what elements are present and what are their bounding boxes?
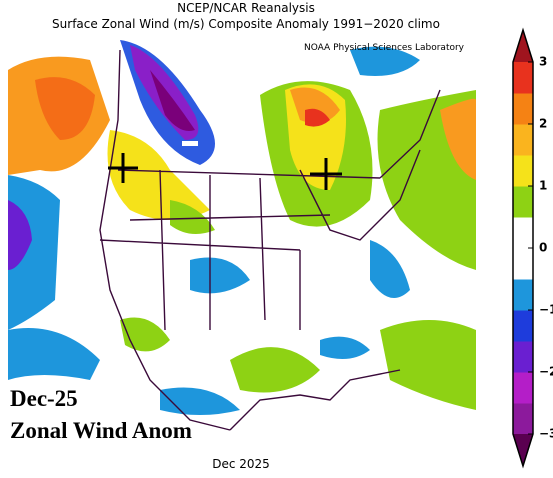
colorbar-tick-label: −2	[539, 365, 553, 379]
colorbar-band	[513, 310, 533, 342]
blob	[350, 46, 420, 76]
colorbar-under	[513, 434, 533, 466]
blob	[305, 108, 330, 127]
colorbar-over	[513, 30, 533, 62]
colorbar-band	[513, 155, 533, 187]
colorbar-tick-label: 2	[539, 117, 547, 131]
plus-marker	[310, 158, 342, 190]
blob	[230, 347, 320, 393]
blob	[440, 98, 476, 180]
title: NCEP/NCAR Reanalysis	[177, 1, 315, 15]
colorbar-band	[513, 248, 533, 280]
colorbar-tick-label: 3	[539, 55, 547, 69]
colorbar-band	[513, 124, 533, 156]
blob	[320, 336, 370, 359]
subtitle: Surface Zonal Wind (m/s) Composite Anoma…	[52, 17, 440, 31]
colorbar-band	[513, 217, 533, 249]
label-field: Zonal Wind Anom	[10, 418, 192, 443]
minus-marker	[182, 141, 198, 146]
credit: NOAA Physical Sciences Laboratory	[304, 43, 465, 53]
colorbar-band	[513, 279, 533, 311]
blob	[380, 320, 476, 410]
blob	[170, 200, 215, 234]
colorbar-tick-label: −1	[539, 303, 553, 317]
blob	[370, 240, 410, 298]
coastline	[99, 49, 441, 431]
blob	[35, 77, 95, 140]
footer: Dec 2025	[212, 457, 270, 471]
blob	[150, 70, 195, 131]
blob	[8, 200, 32, 270]
blob	[120, 317, 170, 352]
colorbar-tick-label: 0	[539, 241, 547, 255]
colorbar-band	[513, 341, 533, 373]
label-date: Dec-25	[10, 386, 78, 411]
blob	[107, 130, 210, 220]
map-panel	[8, 32, 476, 440]
colorbar-band	[513, 93, 533, 125]
blob	[8, 328, 100, 380]
blob	[190, 257, 250, 294]
colorbar: 3 2 1 0 −1 −2 −3	[512, 27, 553, 469]
colorbar-band	[513, 372, 533, 404]
plus-marker	[108, 153, 138, 183]
blob	[290, 87, 340, 124]
colorbar-band	[513, 62, 533, 94]
colorbar-tick-label: 1	[539, 179, 547, 193]
blob	[160, 387, 240, 415]
colorbar-tick-label: −3	[539, 427, 553, 441]
colorbar-band	[513, 186, 533, 218]
colorbar-band	[513, 403, 533, 435]
